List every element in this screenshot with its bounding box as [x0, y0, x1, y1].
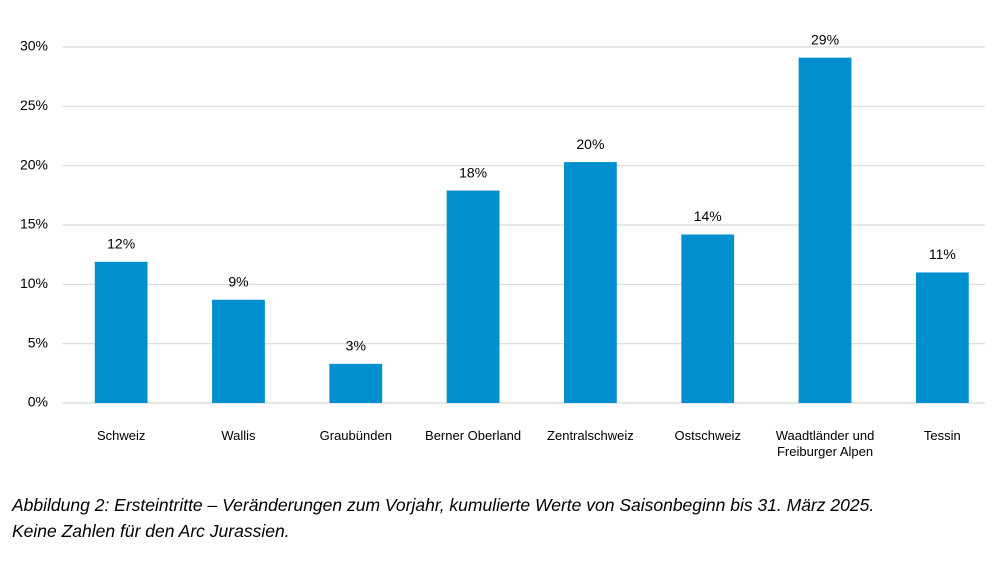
bar: [564, 162, 617, 403]
bar: [94, 261, 148, 403]
x-tick-label: Schweiz: [96, 428, 146, 443]
y-tick-label: 5%: [28, 334, 48, 350]
x-tick-label: Waadtländer und Freiburger Alpen: [775, 428, 875, 459]
bar: [329, 363, 383, 403]
x-tick-label: Ostschweiz: [674, 428, 741, 443]
y-tick-label: 30%: [20, 38, 48, 54]
y-tick-label: 15%: [20, 216, 48, 232]
value-label: 14%: [694, 208, 722, 224]
value-label: 20%: [576, 136, 604, 152]
value-label: 18%: [459, 164, 487, 180]
x-tick-label: Graubünden: [319, 428, 392, 443]
value-label: 9%: [228, 273, 248, 289]
x-tick-label: Tessin: [923, 428, 961, 443]
bar: [446, 190, 500, 403]
bar: [212, 299, 265, 403]
value-label: 11%: [929, 246, 956, 262]
caption-line: Abbildung 2: Ersteintritte – Veränderung…: [12, 495, 875, 515]
x-tick-label: Zentralschweiz: [547, 428, 634, 443]
x-tick-label: Berner Oberland: [425, 428, 522, 443]
bar: [681, 234, 735, 403]
y-tick-label: 0%: [28, 394, 48, 410]
bar: [915, 272, 969, 403]
caption-line: Keine Zahlen für den Arc Jurassien.: [12, 521, 290, 541]
y-tick-label: 10%: [20, 275, 48, 291]
y-tick-label: 25%: [20, 97, 48, 113]
value-label: 3%: [346, 338, 366, 354]
x-tick-label: Wallis: [221, 428, 256, 443]
chart: 0% 5% 10% 15% 20% 25% 30% 12% 9% 3% 18% 20% 14% 29% 11…: [20, 31, 985, 410]
y-tick-label: 20%: [20, 156, 48, 172]
bar: [798, 57, 852, 404]
value-label: 12%: [107, 235, 135, 251]
value-label: 29%: [811, 31, 839, 47]
caption: Abbildung 2: Ersteintritte – Veränderung…: [12, 492, 874, 544]
